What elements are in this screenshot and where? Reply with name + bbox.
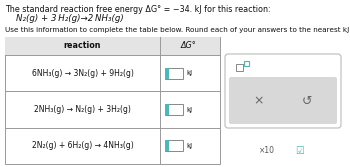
Bar xyxy=(165,68,169,79)
Text: The standard reaction free energy ΔG° = −34. kJ for this reaction:: The standard reaction free energy ΔG° = … xyxy=(5,5,271,14)
Text: ΔG°: ΔG° xyxy=(180,42,196,50)
FancyBboxPatch shape xyxy=(225,54,341,128)
Text: reaction: reaction xyxy=(64,42,101,50)
Text: kJ: kJ xyxy=(186,107,192,113)
Text: kJ: kJ xyxy=(186,70,192,76)
FancyBboxPatch shape xyxy=(229,77,337,124)
Text: Use this information to complete the table below. Round each of your answers to : Use this information to complete the tab… xyxy=(5,27,350,33)
Text: N₂(g) + 3 H₂(g)→2 NH₃(g): N₂(g) + 3 H₂(g)→2 NH₃(g) xyxy=(16,14,124,23)
Bar xyxy=(165,104,183,115)
Bar xyxy=(5,37,220,164)
Bar xyxy=(165,104,169,115)
Text: 2N₂(g) + 6H₂(g) → 4NH₃(g): 2N₂(g) + 6H₂(g) → 4NH₃(g) xyxy=(32,141,133,150)
Text: ↺: ↺ xyxy=(302,95,313,108)
Text: ×10: ×10 xyxy=(259,146,274,155)
Text: kJ: kJ xyxy=(186,143,192,149)
Text: 6NH₃(g) → 3N₂(g) + 9H₂(g): 6NH₃(g) → 3N₂(g) + 9H₂(g) xyxy=(32,69,133,78)
Bar xyxy=(236,64,243,71)
Bar xyxy=(5,37,220,55)
Bar xyxy=(165,140,169,151)
Text: ×: × xyxy=(253,95,264,108)
Text: 2NH₃(g) → N₂(g) + 3H₂(g): 2NH₃(g) → N₂(g) + 3H₂(g) xyxy=(34,105,131,114)
Text: ☑: ☑ xyxy=(295,146,304,156)
Bar xyxy=(165,140,183,151)
Bar xyxy=(165,68,183,79)
Bar xyxy=(244,61,249,66)
